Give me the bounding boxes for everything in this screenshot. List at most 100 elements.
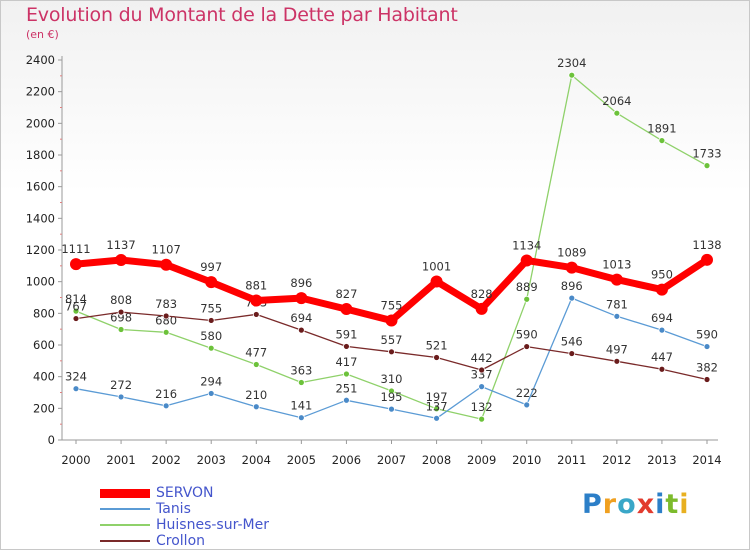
data-point bbox=[523, 295, 531, 303]
x-tick-label: 2004 bbox=[242, 453, 271, 467]
data-point bbox=[433, 354, 440, 361]
data-point bbox=[205, 276, 218, 289]
data-point bbox=[252, 403, 260, 411]
data-label: 521 bbox=[426, 339, 448, 353]
data-label: 141 bbox=[290, 399, 312, 413]
data-point bbox=[523, 401, 531, 409]
chart-unit-subtitle: (en €) bbox=[26, 28, 59, 41]
y-tick-label: 2400 bbox=[26, 53, 55, 67]
data-point bbox=[520, 254, 533, 267]
legend-item: Huisnes-sur-Mer bbox=[100, 518, 269, 532]
legend-item: SERVON bbox=[100, 486, 214, 500]
legend-label: Tanis bbox=[156, 501, 191, 517]
data-label: 694 bbox=[651, 311, 673, 325]
data-label: 580 bbox=[200, 329, 222, 343]
logo-letter: i bbox=[655, 489, 666, 520]
data-point bbox=[72, 385, 80, 393]
data-label: 828 bbox=[471, 287, 493, 301]
data-point bbox=[250, 294, 263, 307]
data-label: 1089 bbox=[557, 246, 586, 260]
data-point bbox=[658, 365, 666, 373]
data-label: 337 bbox=[471, 368, 493, 382]
data-label: 210 bbox=[245, 388, 267, 402]
data-label: 447 bbox=[651, 350, 673, 364]
data-point bbox=[385, 314, 398, 327]
series-servon: 1111 1137 1107 997 881 896 827 755 1001 828 1134 10… bbox=[61, 238, 722, 327]
data-label: 272 bbox=[110, 378, 132, 392]
legend-item: Crollon bbox=[100, 534, 205, 548]
data-label: 1013 bbox=[602, 258, 631, 272]
logo-letter: P bbox=[582, 489, 603, 520]
data-point bbox=[478, 366, 486, 374]
data-label: 197 bbox=[426, 390, 448, 404]
data-point bbox=[70, 258, 82, 271]
data-label: 1137 bbox=[106, 238, 135, 252]
data-label: 216 bbox=[155, 387, 177, 401]
data-label: 2064 bbox=[602, 94, 631, 108]
legend-swatch bbox=[100, 524, 150, 526]
data-label: 1111 bbox=[61, 242, 90, 256]
data-point bbox=[433, 405, 440, 413]
x-tick-label: 2011 bbox=[557, 453, 586, 467]
data-point bbox=[160, 258, 173, 271]
y-tick-label: 400 bbox=[33, 370, 55, 384]
data-label: 755 bbox=[200, 301, 222, 315]
y-tick-label: 200 bbox=[33, 401, 55, 415]
data-point bbox=[613, 109, 621, 117]
y-tick-label: 1200 bbox=[26, 243, 55, 257]
data-point bbox=[568, 294, 576, 302]
data-label: 783 bbox=[155, 297, 177, 311]
legend-swatch bbox=[100, 540, 150, 542]
data-point bbox=[658, 326, 666, 334]
data-label: 477 bbox=[245, 345, 267, 359]
data-label: 546 bbox=[561, 335, 583, 349]
data-point bbox=[655, 283, 668, 296]
series-crollon: 7678087837557936945915575214425905464974… bbox=[65, 293, 718, 383]
logo-letter: o bbox=[617, 489, 637, 520]
data-point bbox=[478, 383, 486, 391]
data-point bbox=[162, 328, 170, 336]
data-point bbox=[388, 405, 395, 413]
x-tick-label: 2014 bbox=[692, 453, 721, 467]
data-point bbox=[565, 261, 578, 274]
x-tick-label: 2007 bbox=[377, 453, 406, 467]
x-tick-label: 2005 bbox=[287, 453, 316, 467]
data-label: 590 bbox=[696, 328, 718, 342]
y-tick-label: 1400 bbox=[26, 211, 55, 225]
data-label: 591 bbox=[335, 327, 357, 341]
x-tick-label: 2008 bbox=[422, 453, 451, 467]
legend-swatch bbox=[100, 488, 150, 498]
logo-letter: i bbox=[679, 489, 690, 520]
data-point bbox=[72, 315, 80, 322]
x-tick-label: 2010 bbox=[512, 453, 541, 467]
data-point bbox=[297, 379, 305, 386]
data-point bbox=[207, 344, 215, 352]
data-point bbox=[523, 343, 531, 350]
data-point bbox=[117, 326, 125, 333]
data-point bbox=[388, 348, 395, 356]
data-label: 767 bbox=[65, 300, 87, 314]
data-label: 324 bbox=[65, 370, 87, 384]
chart-title: Evolution du Montant de la Dette par Hab… bbox=[26, 4, 458, 26]
data-label: 896 bbox=[290, 276, 312, 290]
y-tick-label: 600 bbox=[33, 338, 55, 352]
data-label: 1891 bbox=[647, 122, 676, 136]
x-tick-label: 2012 bbox=[602, 453, 631, 467]
y-tick-label: 1000 bbox=[26, 275, 55, 289]
legend-label: Huisnes-sur-Mer bbox=[156, 517, 269, 533]
data-point bbox=[295, 292, 308, 305]
data-point bbox=[162, 402, 170, 410]
data-label: 195 bbox=[381, 390, 403, 404]
data-label: 808 bbox=[110, 293, 132, 307]
data-label: 1001 bbox=[422, 260, 451, 274]
data-label: 1138 bbox=[692, 238, 721, 252]
data-point bbox=[252, 361, 260, 368]
data-point bbox=[703, 376, 711, 383]
data-label: 698 bbox=[110, 310, 132, 324]
x-tick-label: 2000 bbox=[61, 453, 90, 467]
data-point bbox=[568, 71, 576, 79]
data-label: 222 bbox=[516, 386, 538, 400]
